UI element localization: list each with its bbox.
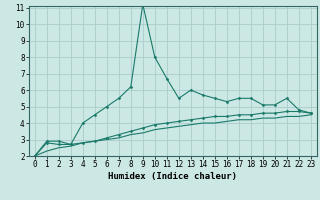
X-axis label: Humidex (Indice chaleur): Humidex (Indice chaleur)	[108, 172, 237, 181]
